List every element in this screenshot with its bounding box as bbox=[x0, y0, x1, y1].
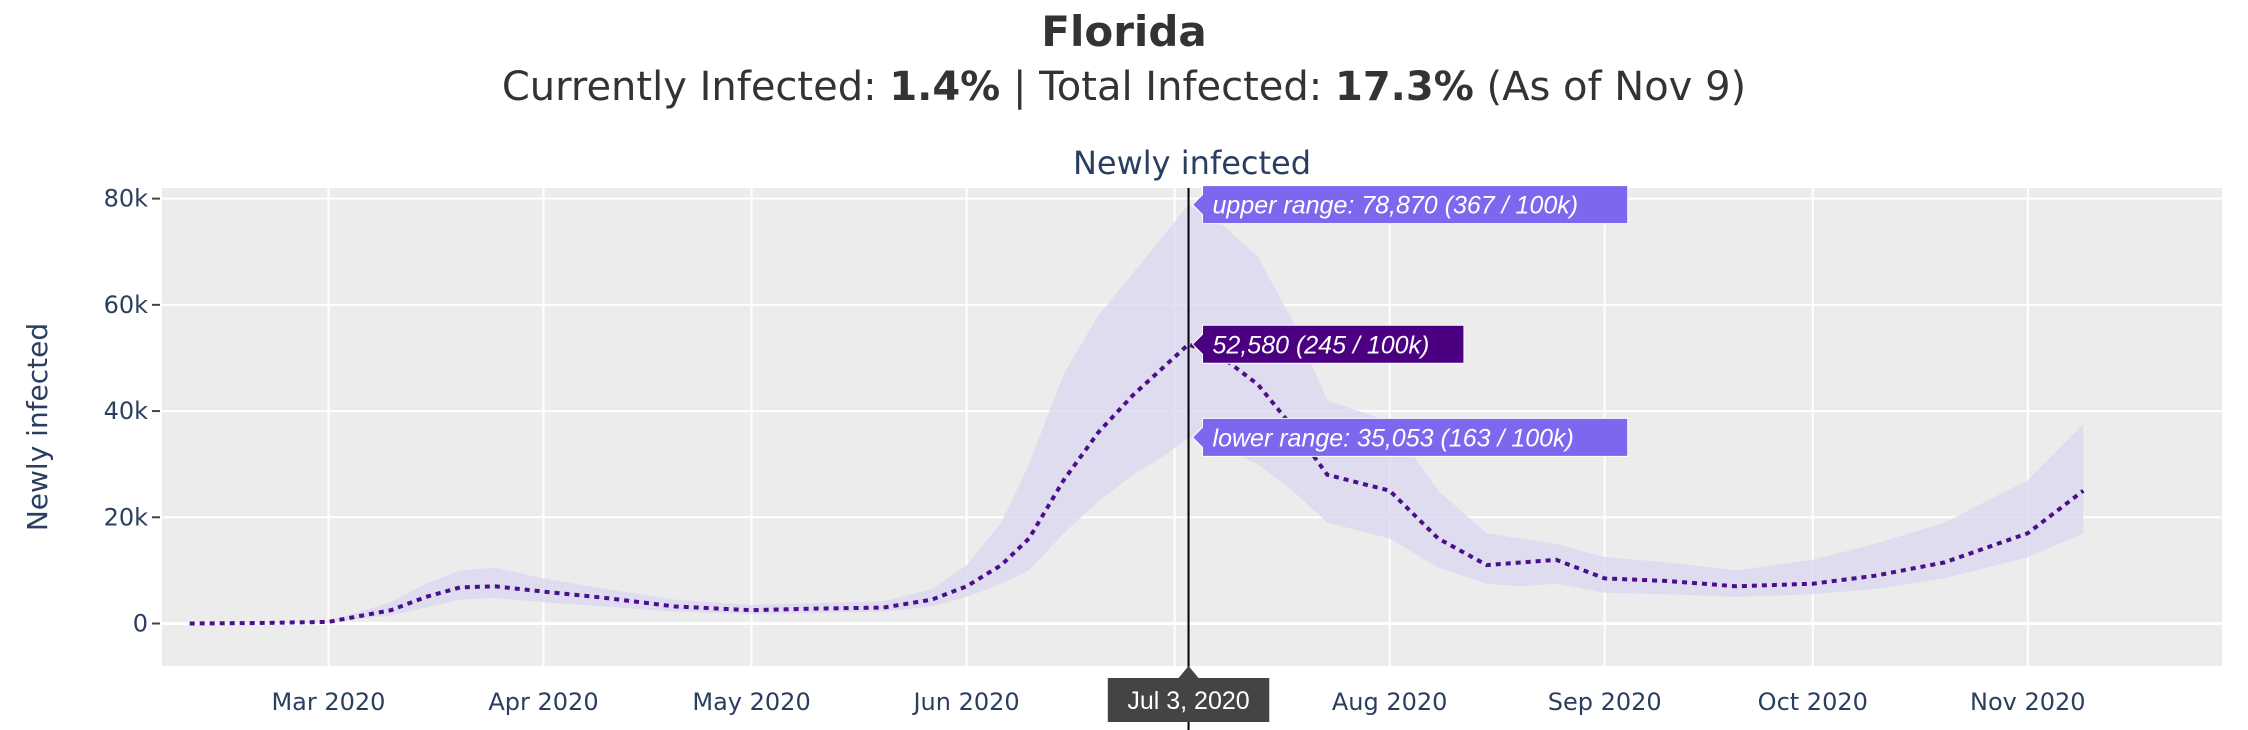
hover-upper-label-text: upper range: 78,870 (367 / 100k) bbox=[1213, 192, 1579, 220]
newly-infected-line[interactable] bbox=[189, 341, 2085, 626]
hover-date-label: Jul 3, 2020 bbox=[1107, 666, 1270, 722]
x-tick-label: May 2020 bbox=[692, 688, 810, 716]
chart-header: Florida Currently Infected: 1.4% | Total… bbox=[0, 0, 2248, 112]
y-axis: 0 20k 40k 60k 80k bbox=[104, 185, 160, 638]
hover-upper-label: upper range: 78,870 (367 / 100k) bbox=[1191, 185, 1629, 225]
subtitle-separator: | bbox=[1000, 64, 1040, 110]
hover-date-text: Jul 3, 2020 bbox=[1127, 687, 1249, 715]
x-tick-label: Sep 2020 bbox=[1548, 688, 1662, 716]
x-tick-label: Oct 2020 bbox=[1758, 688, 1868, 716]
chart-subtitle: Currently Infected: 1.4% | Total Infecte… bbox=[0, 62, 2248, 112]
y-tick-label: 40k bbox=[104, 397, 149, 425]
y-tick-label: 20k bbox=[104, 503, 149, 531]
y-axis-title: Newly infected bbox=[21, 323, 54, 531]
hover-tooltip: upper range: 78,870 (367 / 100k) 52,580 (… bbox=[1107, 185, 1629, 730]
currently-infected-value: 1.4% bbox=[889, 64, 1001, 110]
x-tick-label: Nov 2020 bbox=[1970, 688, 2086, 716]
total-infected-label: Total Infected: bbox=[1039, 64, 1335, 110]
x-tick-label: Mar 2020 bbox=[271, 688, 385, 716]
x-tick-label: Jun 2020 bbox=[911, 688, 1019, 716]
as-of-date: (As of Nov 9) bbox=[1473, 64, 1747, 110]
confidence-band bbox=[189, 204, 2084, 624]
hover-value-label: 52,580 (245 / 100k) bbox=[1191, 324, 1465, 364]
hover-lower-label: lower range: 35,053 (163 / 100k) bbox=[1191, 417, 1629, 457]
total-infected-value: 17.3% bbox=[1335, 64, 1474, 110]
plot-title: Newly infected bbox=[1073, 144, 1311, 182]
hover-date-box bbox=[1107, 666, 1270, 722]
currently-infected-label: Currently Infected: bbox=[501, 64, 890, 110]
hover-upper-label-box bbox=[1191, 185, 1629, 225]
x-tick-label: Aug 2020 bbox=[1332, 688, 1448, 716]
y-tick-label: 0 bbox=[133, 610, 148, 638]
chart-title: Florida bbox=[1041, 7, 1207, 56]
y-tick-label: 80k bbox=[104, 185, 149, 213]
hover-lower-label-box bbox=[1191, 417, 1629, 457]
x-tick-label: Apr 2020 bbox=[488, 688, 598, 716]
hover-value-label-text: 52,580 (245 / 100k) bbox=[1213, 331, 1430, 359]
hover-lower-label-text: lower range: 35,053 (163 / 100k) bbox=[1213, 424, 1574, 452]
hover-value-label-box bbox=[1191, 324, 1465, 364]
y-tick-label: 60k bbox=[104, 291, 149, 319]
